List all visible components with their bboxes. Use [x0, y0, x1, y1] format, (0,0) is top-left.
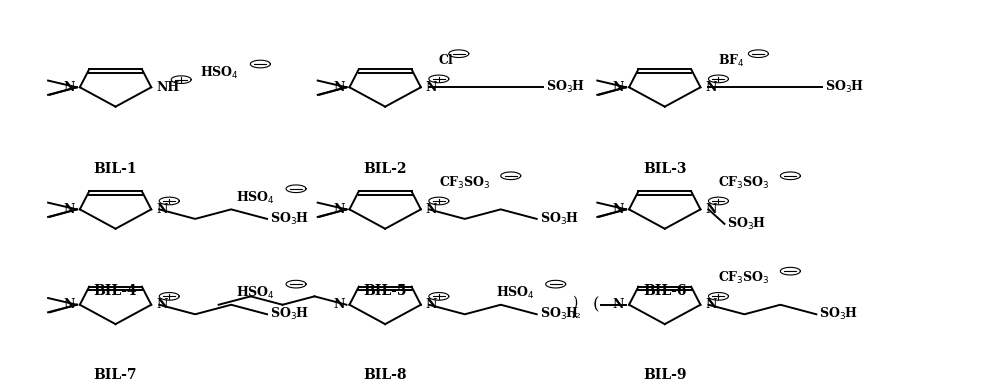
- Text: CF$_3$SO$_3$: CF$_3$SO$_3$: [718, 270, 770, 286]
- Text: N: N: [156, 203, 168, 216]
- Text: N: N: [705, 81, 717, 94]
- Text: Cl: Cl: [439, 54, 454, 67]
- Text: N: N: [333, 203, 344, 216]
- Text: N: N: [426, 203, 437, 216]
- Text: SO$_3$H: SO$_3$H: [546, 79, 585, 95]
- Text: SO$_3$H: SO$_3$H: [825, 79, 865, 95]
- Text: 12: 12: [571, 312, 581, 320]
- Text: N: N: [426, 81, 437, 94]
- Text: BIL-4: BIL-4: [94, 284, 137, 298]
- Text: (: (: [593, 296, 599, 313]
- Text: HSO$_4$: HSO$_4$: [496, 285, 535, 301]
- Text: BIL-8: BIL-8: [363, 367, 407, 382]
- Text: N: N: [613, 203, 624, 216]
- Text: N: N: [426, 298, 437, 311]
- Text: N: N: [63, 203, 75, 216]
- Text: N: N: [613, 298, 624, 311]
- Text: ): ): [572, 296, 578, 310]
- Text: SO$_3$H: SO$_3$H: [270, 211, 309, 227]
- Text: BIL-3: BIL-3: [643, 162, 687, 175]
- Text: SO$_3$H: SO$_3$H: [819, 306, 859, 322]
- Text: HSO$_4$: HSO$_4$: [200, 65, 239, 81]
- Text: N: N: [705, 203, 717, 216]
- Text: SO$_3$H: SO$_3$H: [540, 211, 579, 227]
- Text: HSO$_4$: HSO$_4$: [236, 285, 275, 301]
- Text: BIL-9: BIL-9: [643, 367, 687, 382]
- Text: CF$_3$SO$_3$: CF$_3$SO$_3$: [439, 175, 491, 191]
- Text: HSO$_4$: HSO$_4$: [236, 190, 275, 206]
- Text: NH: NH: [156, 81, 179, 94]
- Text: BIL-1: BIL-1: [94, 162, 137, 175]
- Text: N: N: [333, 298, 344, 311]
- Text: BIL-7: BIL-7: [94, 367, 137, 382]
- Text: N: N: [156, 298, 168, 311]
- Text: CF$_3$SO$_3$: CF$_3$SO$_3$: [718, 175, 770, 191]
- Text: SO$_3$H: SO$_3$H: [270, 306, 309, 322]
- Text: N: N: [613, 81, 624, 94]
- Text: N: N: [63, 298, 75, 311]
- Text: N: N: [63, 81, 75, 94]
- Text: BIL-5: BIL-5: [363, 284, 407, 298]
- Text: SO$_3$H: SO$_3$H: [540, 306, 579, 322]
- Text: BF$_4$: BF$_4$: [718, 53, 745, 69]
- Text: SO$_3$H: SO$_3$H: [727, 216, 767, 232]
- Text: BIL-6: BIL-6: [643, 284, 687, 298]
- Text: N: N: [705, 298, 717, 311]
- Text: N: N: [333, 81, 344, 94]
- Text: BIL-2: BIL-2: [363, 162, 407, 175]
